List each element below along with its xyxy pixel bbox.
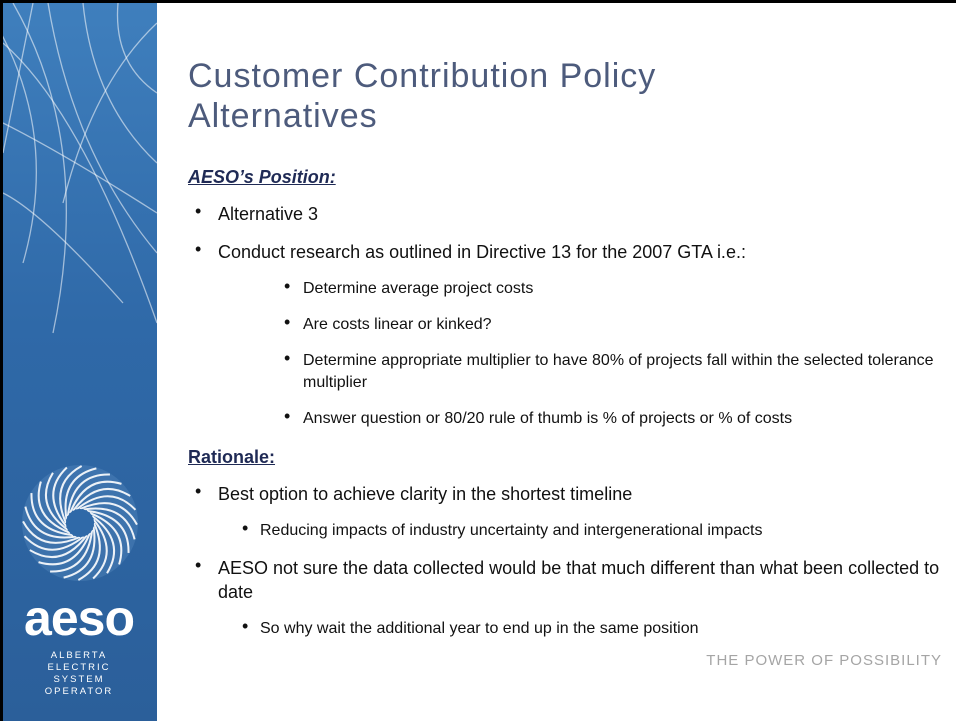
bullet: •	[284, 311, 290, 333]
bullet-item: • So why wait the additional year to end …	[188, 618, 943, 640]
logo-spiral	[22, 465, 138, 581]
bullet: •	[195, 199, 201, 223]
bullet-text: Determine average project costs	[303, 280, 533, 297]
bullet-item: • AESO not sure the data collected would …	[188, 556, 943, 604]
bullet: •	[242, 517, 248, 539]
bullet-text: AESO not sure the data collected would b…	[218, 558, 939, 602]
content: AESO’s Position: • Alternative 3 • Conduct r…	[188, 166, 943, 640]
bullet: •	[242, 615, 248, 637]
bullet-item: • Reducing impacts of industry uncertaint…	[188, 520, 943, 542]
logo-subtitle-line: SYSTEM	[9, 674, 149, 686]
bullet-text: Conduct research as outlined in Directiv…	[218, 242, 746, 262]
logo-subtitle-line: ALBERTA	[9, 650, 149, 662]
bullet-item: • Conduct research as outlined in Directi…	[188, 240, 943, 264]
section: AESO’s Position: • Alternative 3 • Conduct r…	[188, 166, 943, 430]
bullet: •	[284, 405, 290, 427]
bullet-text: Best option to achieve clarity in the sh…	[218, 484, 632, 504]
logo-subtitle-line: ELECTRIC	[9, 662, 149, 674]
section-heading: AESO’s Position:	[188, 166, 943, 188]
bullet-text: Are costs linear or kinked?	[303, 316, 492, 333]
bullet-text: Determine appropriate multiplier to have…	[303, 352, 934, 391]
bullet-item: • Determine appropriate multiplier to hav…	[188, 350, 943, 394]
bullet-item: • Alternative 3	[188, 202, 943, 226]
title-line: Alternatives	[188, 96, 908, 136]
bullet-item: • Answer question or 80/20 rule of thumb …	[188, 408, 943, 430]
logo-text: aeso	[9, 593, 149, 643]
section-heading: Rationale:	[188, 446, 943, 468]
tagline: THE POWER OF POSSIBILITY	[706, 652, 942, 669]
bullet: •	[195, 553, 201, 577]
slide: {"sidebar": {"logo": "aeso", "subtitle":…	[0, 0, 956, 721]
bullet-item: • Are costs linear or kinked?	[188, 314, 943, 336]
bullet-text: Answer question or 80/20 rule of thumb i…	[303, 410, 792, 427]
bullet: •	[284, 275, 290, 297]
bullet-text: Reducing impacts of industry uncertainty…	[260, 522, 763, 539]
section: Rationale: • Best option to achieve clarit…	[188, 446, 943, 640]
bullet-item: • Determine average project costs	[188, 278, 943, 300]
bullet-item: • Best option to achieve clarity in the s…	[188, 482, 943, 506]
logo-subtitle-line: OPERATOR	[9, 686, 149, 698]
bullet: •	[284, 347, 290, 369]
bullet-text: So why wait the additional year to end u…	[260, 620, 699, 637]
title-line: Customer Contribution Policy	[188, 56, 908, 96]
bullet: •	[195, 479, 201, 503]
bullet: •	[195, 237, 201, 261]
bullet-text: Alternative 3	[218, 204, 318, 224]
